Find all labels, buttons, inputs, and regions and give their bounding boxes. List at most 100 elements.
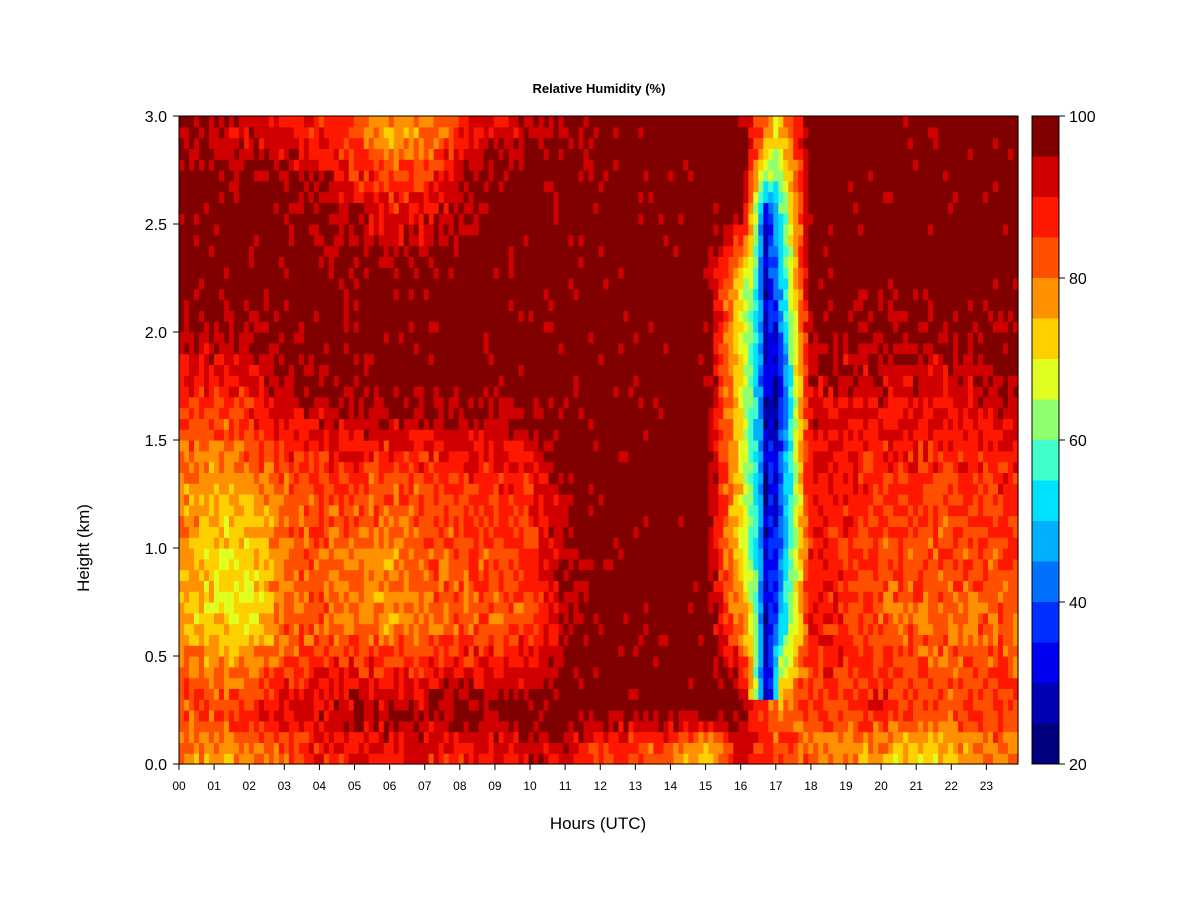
heatmap-cell [188,753,195,765]
heatmap-cell [473,375,480,387]
heatmap-cell [533,310,540,322]
heatmap-cell [403,602,410,614]
heatmap-cell [563,623,570,635]
heatmap-cell [278,742,285,754]
heatmap-cell [358,440,365,452]
heatmap-cell [213,720,220,733]
heatmap-cell [393,623,400,635]
heatmap-cell [398,591,405,603]
heatmap-cell [418,353,425,365]
heatmap-cell [533,504,540,517]
heatmap-cell [343,353,350,365]
heatmap-cell [353,342,360,355]
heatmap-cell [193,332,200,344]
heatmap-cell [288,677,295,689]
heatmap-cell [193,418,200,430]
heatmap-cell [208,375,215,387]
heatmap-cell [293,580,300,592]
heatmap-cell [188,353,195,365]
heatmap-cell [463,342,470,355]
heatmap-cell [583,504,590,517]
heatmap-cell [478,234,485,247]
heatmap-cell [583,213,590,225]
heatmap-cell [183,321,190,333]
heatmap-cell [283,332,290,344]
heatmap-cell [179,666,185,679]
heatmap-cell [218,569,225,581]
heatmap-cell [188,375,195,387]
heatmap-cell [433,666,440,679]
heatmap-cell [293,116,300,128]
heatmap-cell [188,299,195,311]
heatmap-cell [518,353,525,365]
heatmap-cell [208,656,215,668]
heatmap-cell [283,612,290,625]
heatmap-cell [193,299,200,311]
heatmap-cell [223,504,230,517]
heatmap-cell [273,299,280,311]
heatmap-cell [553,580,560,592]
heatmap-cell [198,731,205,743]
heatmap-cell [368,137,375,149]
heatmap-cell [543,612,550,625]
heatmap-cell [258,461,265,473]
heatmap-cell [208,213,215,225]
heatmap-cell [508,332,515,344]
heatmap-cell [373,483,380,495]
heatmap-cell [278,126,285,139]
heatmap-cell [538,472,545,484]
heatmap-cell [333,353,340,365]
heatmap-cell [523,612,530,625]
heatmap-cell [443,386,450,398]
heatmap-cell [303,569,310,581]
heatmap-cell [448,116,455,128]
heatmap-cell [468,710,475,722]
heatmap-cell [183,699,190,711]
heatmap-cell [273,580,280,592]
heatmap-cell [443,753,450,765]
heatmap-cell [263,612,270,625]
heatmap-cell [198,515,205,527]
heatmap-cell [403,461,410,473]
heatmap-cell [408,116,415,128]
heatmap-cell [273,548,280,560]
heatmap-cell [488,116,495,128]
heatmap-cell [388,278,395,290]
heatmap-cell [278,720,285,733]
heatmap-cell [473,364,480,376]
heatmap-cell [188,515,195,527]
heatmap-cell [218,558,225,571]
heatmap-cell [203,548,210,560]
heatmap-cell [253,612,260,625]
heatmap-cell [543,180,550,193]
heatmap-cell [533,353,540,365]
heatmap-cell [458,612,465,625]
heatmap-cell [568,396,575,409]
heatmap-cell [508,677,515,689]
heatmap-cell [368,569,375,581]
heatmap-cell [558,677,565,689]
heatmap-cell [563,126,570,139]
heatmap-cell [303,494,310,506]
heatmap-cell [388,504,395,517]
heatmap-cell [558,569,565,581]
heatmap-cell [283,731,290,743]
heatmap-cell [398,656,405,668]
heatmap-cell [368,375,375,387]
heatmap-cell [403,407,410,419]
heatmap-cell [263,386,270,398]
heatmap-cell [323,602,330,614]
heatmap-cell [538,461,545,473]
heatmap-cell [398,666,405,679]
heatmap-cell [318,321,325,333]
heatmap-cell [568,656,575,668]
heatmap-cell [588,364,595,376]
heatmap-cell [388,288,395,301]
heatmap-cell [243,699,250,711]
heatmap-cell [443,731,450,743]
heatmap-cell [438,677,445,689]
heatmap-cell [543,126,550,139]
heatmap-cell [518,515,525,527]
heatmap-cell [433,234,440,247]
heatmap-cell [388,548,395,560]
